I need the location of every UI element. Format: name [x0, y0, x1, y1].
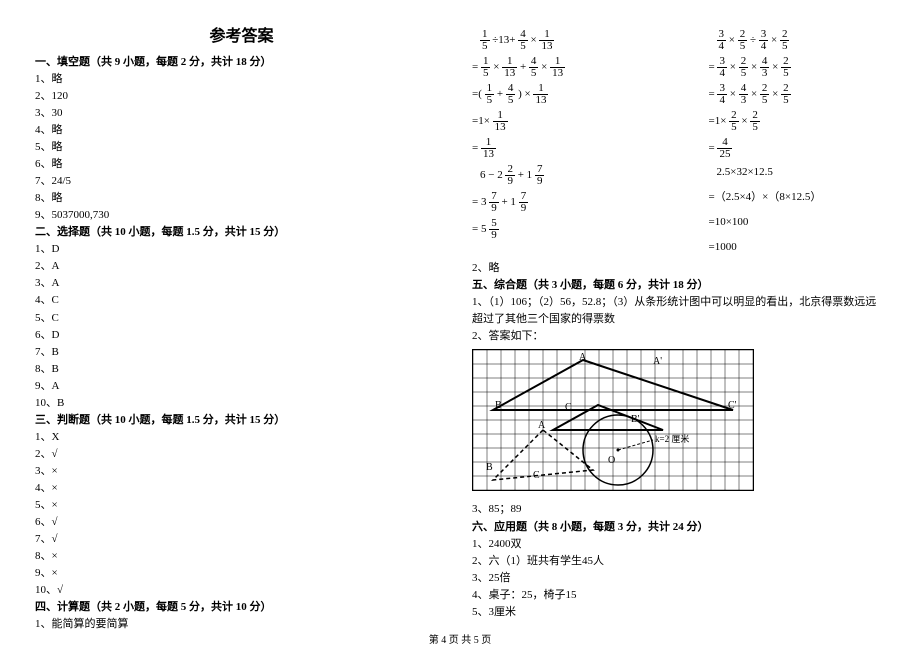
- s5-item1: 1、（1）106；（2）56，52.8；（3）从条形统计图中可以明显的看出，北京…: [472, 294, 885, 328]
- eq-b0: 34 × 25 ÷ 34 × 25: [709, 29, 886, 52]
- label-b2: B': [631, 414, 640, 425]
- s3-item: 3、×: [35, 463, 448, 480]
- answer-figure: A A' B B' C C' O k=2 厘米 C B A: [472, 349, 885, 497]
- section-1-heading: 一、填空题（共 9 小题，每题 2 分，共计 18 分）: [35, 54, 448, 71]
- calc-b: 34 × 25 ÷ 34 × 25 = 34 × 25 × 43: [709, 25, 886, 260]
- s2-item: 10、B: [35, 395, 448, 412]
- label-a2: A': [653, 356, 662, 367]
- s1-item: 8、略: [35, 190, 448, 207]
- section-6-heading: 六、应用题（共 8 小题，每题 3 分，共计 24 分）: [472, 519, 885, 536]
- s6-item: 3、25倍: [472, 570, 885, 587]
- section-2-heading: 二、选择题（共 10 小题，每题 1.5 分，共计 15 分）: [35, 224, 448, 241]
- s3-item: 5、×: [35, 497, 448, 514]
- s1-item: 4、略: [35, 122, 448, 139]
- s6-item: 2、六（1）班共有学生45人: [472, 553, 885, 570]
- s2-item: 5、C: [35, 310, 448, 327]
- s2-item: 8、B: [35, 361, 448, 378]
- eq-a0: 15 ÷13+ 45 × 113: [472, 29, 649, 52]
- label-a-low: A: [538, 420, 546, 431]
- s3-item: 10、√: [35, 582, 448, 599]
- calc-a: 15 ÷13+ 45 × 113 = 15 × 113 + 45 ×: [472, 25, 649, 260]
- eq-a5: 6 − 2 29 + 1 79: [472, 164, 649, 187]
- s3-item: 4、×: [35, 480, 448, 497]
- eq-a3: =1× 113: [472, 110, 649, 133]
- eq-b6: =（2.5×4）×（8×12.5）: [709, 189, 886, 206]
- s3-item: 9、×: [35, 565, 448, 582]
- eq-b3: =1× 25 × 25: [709, 110, 886, 133]
- s1-item: 3、30: [35, 105, 448, 122]
- eq-b2: = 34 × 43 × 25 × 25: [709, 83, 886, 106]
- s5-lead2: 2、答案如下：: [472, 328, 885, 345]
- label-b: B: [495, 400, 502, 411]
- columns: 参考答案 一、填空题（共 9 小题，每题 2 分，共计 18 分） 1、略 2、…: [35, 25, 885, 605]
- s4-item2: 2、略: [472, 260, 885, 277]
- s2-item: 2、A: [35, 258, 448, 275]
- section-4-heading: 四、计算题（共 2 小题，每题 5 分，共计 10 分）: [35, 599, 448, 616]
- label-b-low: B: [486, 462, 493, 473]
- eq-a1: = 15 × 113 + 45 × 113: [472, 56, 649, 79]
- s1-item: 5、略: [35, 139, 448, 156]
- s3-item: 1、X: [35, 429, 448, 446]
- section-3-heading: 三、判断题（共 10 小题，每题 1.5 分，共计 15 分）: [35, 412, 448, 429]
- s2-item: 4、C: [35, 292, 448, 309]
- math-two-cols: 15 ÷13+ 45 × 113 = 15 × 113 + 45 ×: [472, 25, 885, 260]
- s1-item: 6、略: [35, 156, 448, 173]
- eq-b1: = 34 × 25 × 43 × 25: [709, 56, 886, 79]
- page: 参考答案 一、填空题（共 9 小题，每题 2 分，共计 18 分） 1、略 2、…: [0, 0, 920, 650]
- eq-a6: = 3 79 + 1 79: [472, 191, 649, 214]
- eq-a4: = 113: [472, 137, 649, 160]
- s2-item: 3、A: [35, 275, 448, 292]
- s1-item: 1、略: [35, 71, 448, 88]
- s6-item: 1、2400双: [472, 536, 885, 553]
- eq-b5: 2.5×32×12.5: [709, 164, 886, 181]
- label-c2: C': [728, 400, 737, 411]
- grid-diagram: A A' B B' C C' O k=2 厘米 C B A: [472, 349, 754, 491]
- label-c-low: C: [533, 470, 540, 481]
- s1-item: 7、24/5: [35, 173, 448, 190]
- s1-item: 9、5037000,730: [35, 207, 448, 224]
- section-5-heading: 五、综合题（共 3 小题，每题 6 分，共计 18 分）: [472, 277, 885, 294]
- s6-item: 5、3厘米: [472, 604, 885, 621]
- s3-item: 8、×: [35, 548, 448, 565]
- eq-a2: =( 15 + 45 ) × 113: [472, 83, 649, 106]
- eq-b4: = 425: [709, 137, 886, 160]
- eq-b8: =1000: [709, 239, 886, 256]
- right-column: 15 ÷13+ 45 × 113 = 15 × 113 + 45 ×: [472, 25, 885, 605]
- s1-item: 2、120: [35, 88, 448, 105]
- s2-item: 1、D: [35, 241, 448, 258]
- label-o: O: [608, 455, 615, 466]
- doc-title: 参考答案: [35, 25, 448, 50]
- s2-item: 6、D: [35, 327, 448, 344]
- s2-item: 7、B: [35, 344, 448, 361]
- s6-item: 4、桌子：25，椅子15: [472, 587, 885, 604]
- page-footer: 第 4 页 共 5 页: [0, 631, 920, 646]
- s3-item: 7、√: [35, 531, 448, 548]
- eq-a7: = 5 59: [472, 218, 649, 241]
- left-column: 参考答案 一、填空题（共 9 小题，每题 2 分，共计 18 分） 1、略 2、…: [35, 25, 448, 605]
- s3-item: 6、√: [35, 514, 448, 531]
- s2-item: 9、A: [35, 378, 448, 395]
- label-k: k=2 厘米: [655, 433, 689, 444]
- label-c: C: [565, 402, 572, 413]
- label-a: A: [579, 352, 587, 363]
- s5-item3: 3、85；89: [472, 501, 885, 518]
- eq-b7: =10×100: [709, 214, 886, 231]
- s3-item: 2、√: [35, 446, 448, 463]
